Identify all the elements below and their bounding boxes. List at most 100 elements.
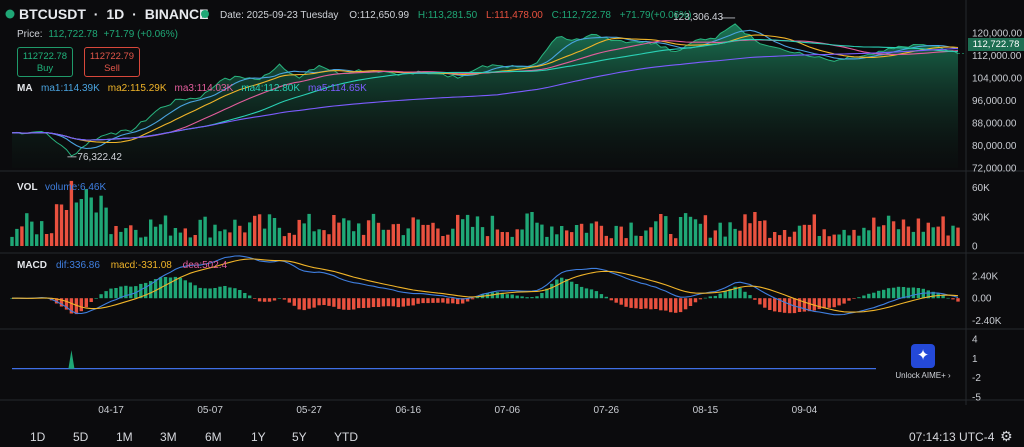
macd-bar[interactable] — [465, 298, 470, 302]
macd-bar[interactable] — [535, 296, 539, 299]
macd-bar[interactable] — [867, 293, 871, 299]
volume-bar[interactable] — [728, 222, 732, 246]
volume-bar[interactable] — [882, 225, 886, 246]
volume-bar[interactable] — [109, 234, 113, 246]
macd-bar[interactable] — [223, 286, 227, 299]
macd-bar[interactable] — [817, 298, 821, 310]
timeframe-5d[interactable]: 5D — [73, 430, 89, 444]
macd-bar[interactable] — [574, 284, 579, 299]
volume-bar[interactable] — [664, 216, 668, 246]
macd-bar[interactable] — [124, 285, 128, 299]
macd-bar[interactable] — [802, 298, 807, 312]
macd-bar[interactable] — [144, 282, 148, 299]
macd-legend[interactable]: MACD dif:336.86 macd:-331.08 dea:502.4 — [17, 260, 228, 271]
volume-bar[interactable] — [302, 223, 306, 246]
volume-bar[interactable] — [654, 221, 658, 246]
macd-bar[interactable] — [332, 298, 336, 307]
macd-bar[interactable] — [540, 293, 544, 299]
macd-bar[interactable] — [282, 298, 287, 300]
macd-bar[interactable] — [371, 298, 376, 307]
volume-bar[interactable] — [253, 215, 257, 246]
macd-bar[interactable] — [827, 298, 831, 308]
macd-bar[interactable] — [951, 298, 955, 300]
volume-bar[interactable] — [376, 222, 381, 246]
macd-bar[interactable] — [238, 290, 242, 299]
macd-bar[interactable] — [277, 298, 282, 299]
macd-bar[interactable] — [168, 277, 173, 299]
macd-bar[interactable] — [748, 295, 752, 299]
macd-bar[interactable] — [322, 298, 326, 305]
volume-bar[interactable] — [703, 215, 708, 246]
ma-legend[interactable]: MA ma1:114.39K ma2:115.29K ma3:114.03K ma4:… — [17, 83, 367, 94]
ma-legend-item-5[interactable]: ma5:114.65K — [308, 83, 367, 94]
volume-bar[interactable] — [406, 228, 410, 246]
macd-bar[interactable] — [812, 298, 816, 311]
macd-bar[interactable] — [698, 298, 703, 300]
timeframe-1d[interactable]: 1D — [30, 430, 46, 444]
ma-legend-item-3[interactable]: ma3:114.03K — [175, 83, 234, 94]
macd-bar[interactable] — [203, 288, 207, 299]
macd-bar[interactable] — [862, 295, 866, 299]
timeframe-6m[interactable]: 6M — [205, 430, 222, 444]
price-line[interactable] — [11, 23, 959, 157]
volume-bar[interactable] — [322, 230, 326, 246]
volume-bar[interactable] — [946, 235, 950, 247]
aux-indicator-pane[interactable] — [12, 350, 876, 370]
volume-bar[interactable] — [391, 224, 395, 246]
volume-bar[interactable] — [198, 219, 202, 246]
volume-bar[interactable] — [208, 237, 212, 247]
volume-pane[interactable] — [10, 180, 960, 247]
macd-bar[interactable] — [570, 281, 574, 299]
volume-bar[interactable] — [59, 204, 64, 247]
macd-bar[interactable] — [357, 298, 361, 309]
macd-bar[interactable] — [916, 288, 921, 299]
volume-bar[interactable] — [570, 232, 574, 246]
macd-bar[interactable] — [352, 298, 356, 310]
macd-bar[interactable] — [381, 298, 386, 307]
macd-bar[interactable] — [109, 288, 113, 299]
aime-unlock-link[interactable]: Unlock AIME+ › — [895, 371, 951, 380]
volume-bar[interactable] — [624, 238, 628, 246]
volume-bar[interactable] — [99, 195, 103, 246]
volume-bar[interactable] — [153, 226, 158, 246]
macd-bar[interactable] — [193, 285, 197, 299]
volume-bar[interactable] — [485, 236, 490, 246]
volume-bar[interactable] — [505, 232, 509, 246]
volume-bar[interactable] — [114, 226, 118, 246]
volume-bar[interactable] — [89, 197, 93, 247]
volume-bar[interactable] — [203, 216, 207, 246]
volume-bar[interactable] — [674, 238, 678, 246]
volume-bar[interactable] — [342, 218, 346, 246]
volume-bar[interactable] — [277, 227, 282, 246]
macd-bar[interactable] — [54, 298, 59, 304]
volume-bar[interactable] — [763, 220, 767, 246]
volume-bar[interactable] — [243, 232, 247, 246]
volume-bar[interactable] — [441, 236, 445, 246]
macd-bar[interactable] — [654, 298, 658, 309]
macd-bar[interactable] — [431, 298, 435, 303]
volume-bar[interactable] — [520, 229, 524, 247]
macd-bar[interactable] — [441, 298, 445, 303]
macd-bar[interactable] — [545, 288, 549, 299]
macd-bar[interactable] — [555, 279, 559, 299]
volume-bar[interactable] — [644, 230, 648, 247]
volume-bar[interactable] — [352, 231, 356, 246]
macd-bar[interactable] — [327, 298, 331, 306]
volume-bar[interactable] — [465, 214, 470, 246]
volume-bar[interactable] — [327, 234, 331, 246]
volume-bar[interactable] — [743, 214, 747, 246]
volume-bar[interactable] — [317, 229, 321, 246]
macd-bar[interactable] — [94, 298, 98, 299]
volume-bar[interactable] — [267, 214, 272, 246]
macd-bar[interactable] — [604, 296, 608, 299]
macd-bar[interactable] — [728, 288, 732, 299]
macd-bar[interactable] — [659, 298, 663, 311]
volume-bar[interactable] — [510, 236, 514, 246]
volume-bar[interactable] — [832, 234, 836, 246]
volume-bar[interactable] — [565, 230, 569, 246]
volume-bar[interactable] — [426, 224, 430, 246]
volume-bar[interactable] — [119, 231, 123, 246]
macd-pane[interactable] — [10, 255, 960, 316]
volume-bar[interactable] — [332, 215, 336, 246]
macd-bar[interactable] — [594, 291, 599, 299]
